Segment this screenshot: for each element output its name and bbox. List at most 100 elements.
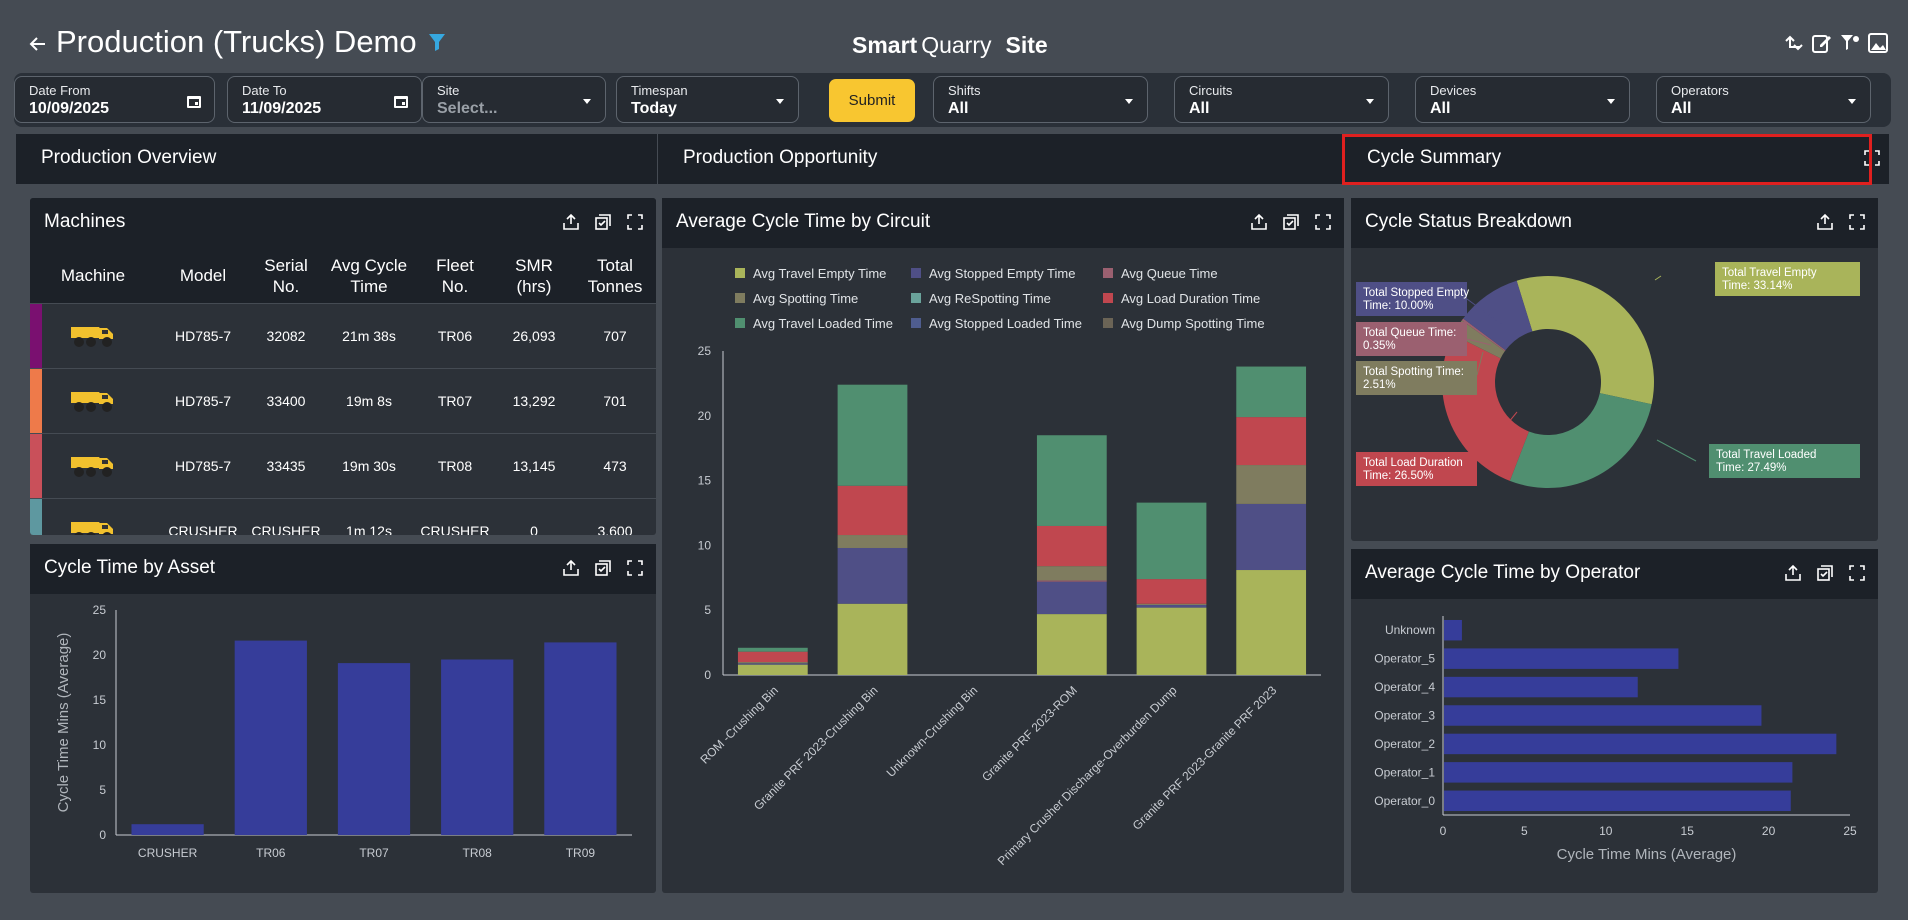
date-to-label: Date To (242, 83, 287, 98)
slice-label-box (1709, 444, 1860, 478)
bar (544, 642, 617, 835)
bar (1444, 648, 1679, 669)
cycle-asset-header: Cycle Time by Asset (30, 544, 656, 594)
edit-icon[interactable] (1810, 31, 1834, 55)
x-tick-label: 0 (1440, 824, 1447, 838)
x-tick-label: 20 (1762, 824, 1776, 838)
duplicate-icon[interactable] (1816, 564, 1834, 582)
cell-tonnes: 473 (603, 458, 627, 474)
tab-production-overview[interactable]: Production Overview (41, 147, 217, 168)
tab-cycle-summary[interactable]: Cycle Summary (1367, 147, 1502, 168)
chevron-down-icon (1125, 99, 1133, 104)
machine-cell (30, 517, 156, 535)
shifts-select[interactable]: Shifts All (933, 76, 1148, 123)
duplicate-icon[interactable] (594, 559, 612, 577)
devices-select[interactable]: Devices All (1415, 76, 1630, 123)
fullscreen-icon[interactable] (1848, 564, 1866, 582)
y-tick-label: 10 (93, 738, 107, 752)
filter-bar: Date From 10/09/2025 Date To 11/09/2025 … (14, 73, 1891, 127)
table-row[interactable]: HD785-7 32082 21m 38s TR06 26,093 707 (30, 304, 656, 369)
x-tick-label: 10 (1599, 824, 1613, 838)
cell-smr: 0 (530, 523, 538, 535)
stack-segment (1036, 614, 1107, 675)
y-tick-label: 5 (704, 603, 711, 617)
filter-settings-icon[interactable] (1838, 31, 1862, 55)
y-tick-label: 0 (704, 668, 711, 682)
duplicate-icon[interactable] (594, 213, 612, 231)
sync-icon[interactable] (1782, 31, 1806, 55)
submit-button[interactable]: Submit (829, 79, 915, 122)
x-tick-label: 25 (1843, 824, 1857, 838)
x-tick-label: TR09 (566, 846, 596, 860)
operators-select[interactable]: Operators All (1656, 76, 1871, 123)
export-icon[interactable] (562, 559, 580, 577)
shifts-label: Shifts (948, 83, 981, 98)
timespan-select[interactable]: Timespan Today (616, 76, 799, 123)
export-icon[interactable] (1784, 564, 1802, 582)
fullscreen-icon[interactable] (626, 559, 644, 577)
export-icon[interactable] (1816, 213, 1834, 231)
table-row[interactable]: HD785-7 33400 19m 8s TR07 13,292 701 (30, 369, 656, 434)
x-tick-label: ROM -Crushing Bin (697, 683, 780, 766)
date-from-field[interactable]: Date From 10/09/2025 (14, 76, 215, 123)
calendar-icon[interactable] (393, 93, 409, 109)
table-row[interactable]: HD785-7 33435 19m 30s TR08 13,145 473 (30, 434, 656, 499)
bar (234, 640, 307, 835)
slice-label-box (1356, 452, 1477, 486)
filter-funnel-icon[interactable] (428, 32, 446, 52)
dashboard-title: Production (Trucks) Demo (56, 24, 417, 59)
machine-cell (30, 322, 156, 351)
fullscreen-icon[interactable] (1848, 213, 1866, 231)
stack-segment (1236, 503, 1307, 571)
stack-segment (1036, 566, 1107, 581)
legend-label: Avg Dump Spotting Time (1121, 316, 1265, 331)
legend-label: Avg Travel Loaded Time (753, 316, 893, 331)
legend-swatch (1103, 318, 1113, 328)
bar (1444, 676, 1638, 698)
machine-cell (30, 387, 156, 416)
cell-tonnes: 3,600 (597, 523, 633, 535)
highlight-box (1342, 134, 1872, 185)
col-avg-cycle: Avg Cycle Time (330, 255, 408, 296)
avg-circuit-header: Average Cycle Time by Circuit (662, 198, 1344, 248)
status-card: Cycle Status Breakdown Total Travel Empt… (1351, 198, 1878, 541)
legend-label: Avg Load Duration Time (1121, 291, 1260, 306)
image-icon[interactable] (1866, 31, 1890, 55)
y-tick-label: 0 (99, 828, 106, 842)
app-logo: Smart Quarry Site (852, 32, 1048, 59)
donut-slice (1463, 280, 1533, 351)
fullscreen-icon[interactable] (1314, 213, 1332, 231)
date-to-field[interactable]: Date To 11/09/2025 (227, 76, 422, 123)
card-actions (1784, 564, 1866, 582)
tab-production-opportunity[interactable]: Production Opportunity (657, 134, 902, 184)
col-fleet: Fleet No. (436, 255, 474, 296)
machines-table: Machine Model Serial No. Avg Cycle Time … (30, 248, 656, 535)
calendar-icon[interactable] (186, 93, 202, 109)
cell-avg: 21m 38s (342, 328, 396, 344)
operators-label: Operators (1671, 83, 1729, 98)
circuits-select[interactable]: Circuits All (1174, 76, 1389, 123)
leader-line (1654, 275, 1662, 281)
table-row[interactable]: CRUSHER CRUSHER 1m 12s CRUSHER 0 3,600 (30, 499, 656, 535)
y-axis-title: Cycle Time Mins (Average) (55, 633, 72, 813)
cell-fleet: TR06 (437, 328, 473, 344)
export-icon[interactable] (562, 213, 580, 231)
export-icon[interactable] (1250, 213, 1268, 231)
site-select[interactable]: Site Select... (422, 76, 606, 123)
toolbar (1782, 31, 1890, 55)
cell-model: CRUSHER (168, 523, 238, 535)
y-tick-label: Operator_4 (1374, 680, 1435, 694)
row-color-strip (30, 499, 42, 535)
y-tick-label: 20 (698, 409, 712, 423)
back-arrow-icon[interactable] (28, 32, 48, 56)
duplicate-icon[interactable] (1282, 213, 1300, 231)
legend-swatch (1103, 293, 1113, 303)
fullscreen-icon[interactable] (626, 213, 644, 231)
chevron-down-icon (1848, 99, 1856, 104)
cell-fleet: TR07 (437, 393, 473, 409)
expand-tab-icon[interactable] (1864, 150, 1880, 166)
donut-slice (1461, 318, 1506, 352)
cell-serial: 33435 (266, 458, 306, 474)
chevron-down-icon (1366, 99, 1374, 104)
machines-title: Machines (44, 211, 126, 232)
